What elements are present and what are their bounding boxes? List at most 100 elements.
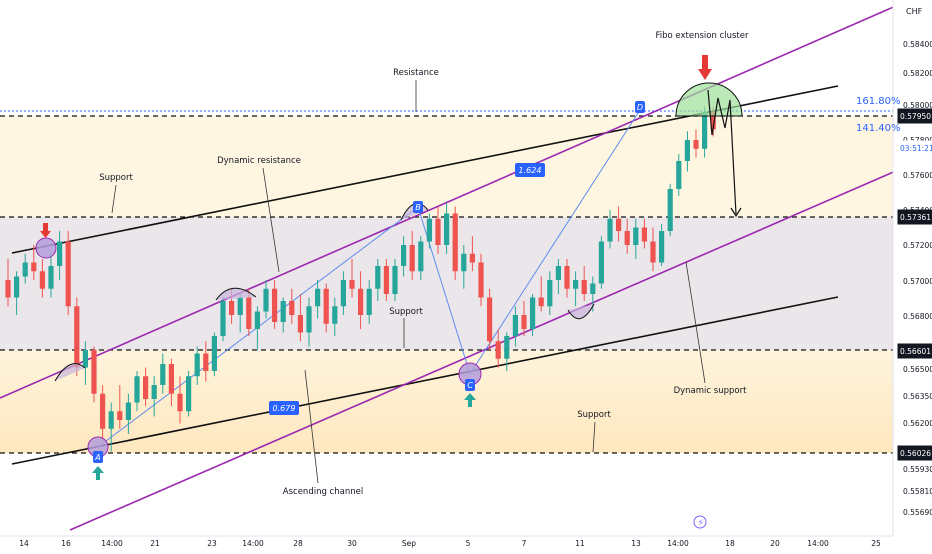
ratio-badge-label: 1.624	[519, 166, 542, 175]
price-badge-label: 0.57950	[900, 112, 931, 121]
candle-body	[65, 241, 71, 307]
pattern-point-bg	[93, 451, 103, 463]
bounce-arc-2	[215, 287, 257, 301]
candle-body	[31, 262, 37, 272]
x-tick-label: 7	[522, 539, 527, 548]
candle-body	[598, 241, 604, 284]
pattern-point-bg	[413, 201, 423, 213]
green-arrow-a	[92, 466, 104, 480]
candle-body	[263, 288, 269, 312]
candle-body	[392, 266, 398, 294]
candle-body	[151, 385, 157, 399]
pattern-point-label: A	[94, 453, 100, 462]
x-tick-label: 14:00	[242, 539, 264, 548]
candle-body	[194, 353, 200, 377]
channel-lower-purple	[69, 169, 899, 531]
candle-body	[684, 140, 690, 161]
green-arrow-c	[464, 393, 476, 407]
candle-body	[659, 231, 665, 263]
event-icon-glyph: ⚡	[698, 519, 704, 529]
y-tick-label: 0.57000	[903, 277, 932, 286]
bounce-arc-1	[54, 363, 86, 382]
bounce-arc-4	[567, 303, 595, 320]
pattern-point-bg	[635, 101, 645, 113]
x-tick-label: 21	[150, 539, 160, 548]
red-arrow-top	[698, 55, 712, 80]
x-tick-label: 11	[575, 539, 585, 548]
candle-body	[650, 241, 656, 263]
candle-body	[289, 301, 295, 315]
channel-lower-black	[11, 296, 839, 465]
candle-body	[667, 189, 673, 231]
candle-body	[246, 297, 252, 329]
y-tick-label: 0.58000	[903, 101, 932, 110]
candle-body	[495, 341, 501, 359]
candle-body	[409, 245, 415, 272]
pattern-point-bg	[465, 379, 475, 391]
y-tick-label: 0.58200	[903, 69, 932, 78]
ratio-badge-bg	[515, 163, 545, 177]
y-tick-label: 0.55810	[903, 487, 932, 496]
x-tick-label: 20	[770, 539, 780, 548]
y-tick-label: 0.57200	[903, 241, 932, 250]
price-badge-bg	[897, 445, 932, 461]
candle-body	[573, 280, 579, 289]
candle-body	[616, 218, 622, 231]
candle-body	[702, 112, 708, 149]
annotation-label: Support	[99, 173, 133, 183]
candle-body	[100, 393, 106, 429]
candle-body	[547, 280, 553, 307]
candle-body	[211, 336, 217, 371]
annotation-label: Fibo extension cluster	[656, 31, 749, 41]
candle-body	[366, 288, 372, 315]
x-tick-label: 18	[725, 539, 735, 548]
candle-body	[590, 283, 596, 294]
candle-body	[538, 297, 544, 307]
projection-path	[707, 89, 737, 215]
time-axis[interactable]	[0, 536, 893, 550]
candle-body	[220, 301, 226, 336]
price-badge-bg	[897, 140, 932, 156]
pattern-point-label: D	[637, 103, 643, 112]
candle-body	[340, 280, 346, 307]
candle-body	[469, 253, 475, 263]
highlight-circle-left	[35, 237, 57, 259]
candle-body	[315, 288, 321, 307]
candle-body	[676, 161, 682, 189]
x-tick-label: 14:00	[667, 539, 689, 548]
candle-body	[426, 218, 432, 242]
candle-body	[641, 227, 647, 242]
candle-body	[581, 280, 587, 294]
x-tick-label: 28	[293, 539, 303, 548]
upper-zone	[0, 116, 893, 217]
x-axis-ticks: 14 16 14:00 21 23 14:00 28 30 Sep 5 7 11 13 14:00 18 20…	[19, 539, 881, 548]
price-badge-label: 0.57361	[900, 213, 931, 222]
red-arrow-left	[40, 223, 51, 238]
price-badge-bg	[897, 108, 932, 124]
candle-body	[254, 311, 260, 329]
candle-body	[332, 306, 338, 324]
candle-body	[160, 364, 166, 385]
candle-body	[117, 411, 123, 420]
candle-body	[22, 262, 28, 277]
annotation-label: Support	[389, 307, 423, 317]
channel-upper-purple	[0, 4, 899, 399]
y-tick-label: 0.56800	[903, 312, 932, 321]
candle-body	[82, 350, 88, 368]
candle-body	[444, 213, 450, 245]
candle-body	[555, 266, 561, 280]
candle-body	[186, 376, 192, 412]
candle-body	[108, 411, 114, 429]
candle-body	[435, 218, 441, 245]
candle-body	[452, 213, 458, 272]
candle-body	[504, 336, 510, 359]
candle-body	[39, 271, 45, 289]
candle-body	[633, 227, 639, 245]
event-icon[interactable]	[693, 515, 707, 529]
candle-body	[229, 301, 235, 315]
candle-body	[306, 306, 312, 333]
ratio-badge-bg	[269, 401, 299, 415]
annotation-pointers	[111, 80, 706, 484]
